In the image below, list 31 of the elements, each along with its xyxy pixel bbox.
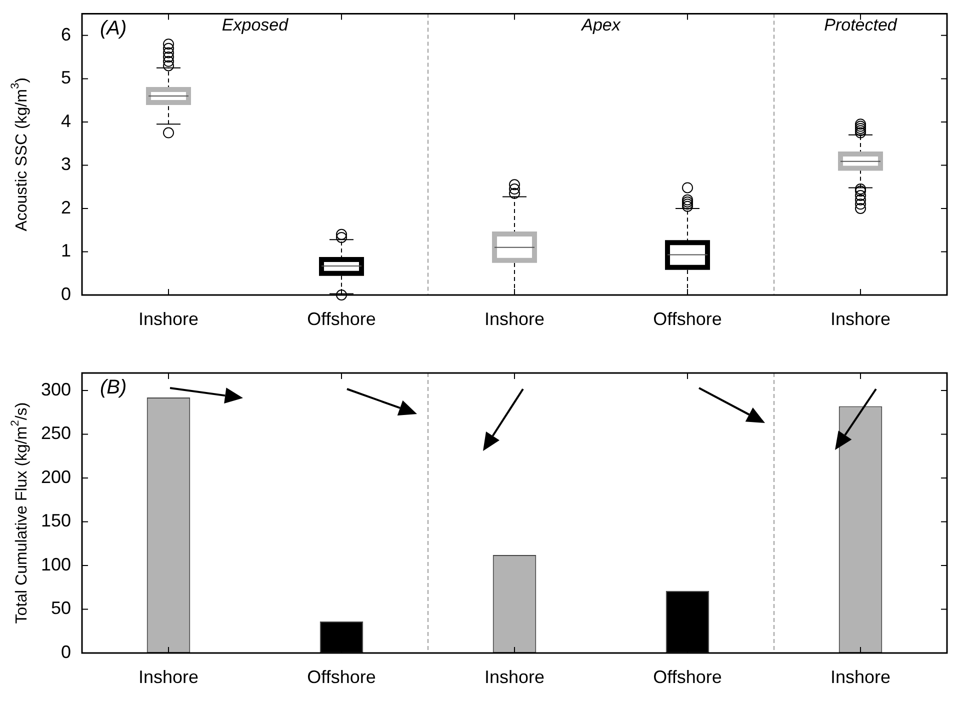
x-tick-label: Inshore xyxy=(484,308,545,329)
x-tick-label: Offshore xyxy=(653,666,722,687)
x-tick-label: Inshore xyxy=(830,308,891,329)
y-tick-label: 300 xyxy=(40,379,71,400)
x-tick-label: Inshore xyxy=(138,308,199,329)
y-tick-label: 200 xyxy=(40,466,71,487)
annotation: Exposed xyxy=(222,16,289,35)
x-tick-label: Offshore xyxy=(307,666,376,687)
x-tick-label: Inshore xyxy=(830,666,891,687)
y-axis-title: Acoustic SSC (kg/m3) xyxy=(10,77,30,232)
x-tick-label: Offshore xyxy=(653,308,722,329)
annotation: Apex xyxy=(580,16,621,35)
x-tick-label: Offshore xyxy=(307,308,376,329)
y-tick-label: 3 xyxy=(60,154,71,174)
x-tick-label: Inshore xyxy=(138,666,199,687)
y-tick-label: 1 xyxy=(60,240,71,261)
x-tick-label: Inshore xyxy=(484,666,545,687)
y-tick-label: 250 xyxy=(40,423,71,444)
y-tick-label: 4 xyxy=(60,110,71,131)
y-tick-label: 5 xyxy=(60,68,71,88)
y-tick-label: 6 xyxy=(60,24,71,44)
y-tick-label: 100 xyxy=(40,554,71,574)
y-axis-title: Total Cumulative Flux (kg/m2/s) xyxy=(10,402,30,624)
y-tick-label: 2 xyxy=(60,197,71,218)
y-tick-label: 0 xyxy=(60,284,71,304)
annotation: Protected xyxy=(824,16,898,35)
y-tick-label: 150 xyxy=(40,510,71,531)
y-tick-label: 0 xyxy=(60,642,71,662)
annotation: (B) xyxy=(100,376,127,399)
y-tick-label: 50 xyxy=(50,598,71,618)
annotation: (A) xyxy=(100,17,127,40)
